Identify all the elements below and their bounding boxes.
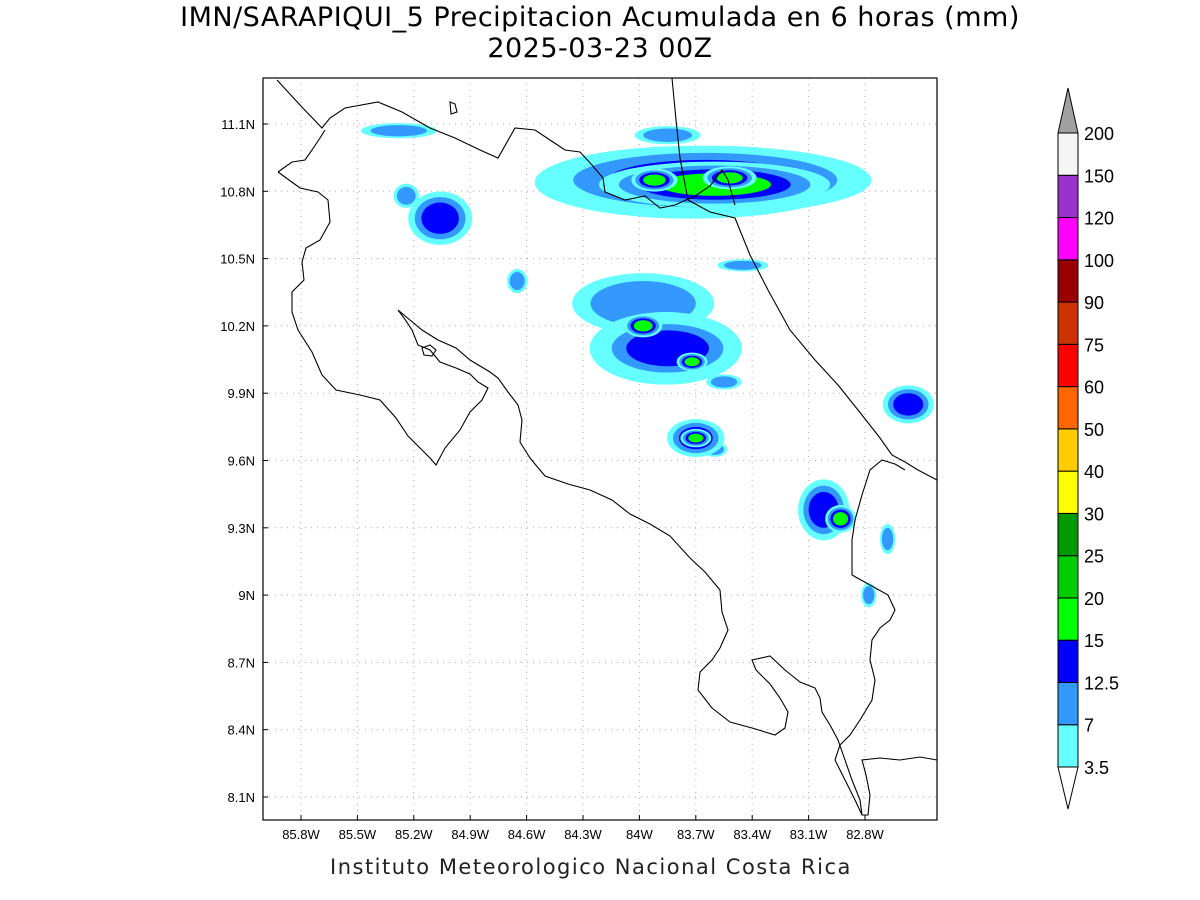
precip-cell — [688, 433, 704, 443]
coastline-and-borders — [276, 78, 937, 816]
colorbar-label: 90 — [1084, 293, 1104, 313]
precip-cell — [643, 174, 666, 186]
latitude-axis: 11.1N 10.8N 10.5N 10.2N 9.9N 9.6N 9.3N 9N 8.7N 8.… — [220, 117, 268, 805]
map-frame — [262, 77, 938, 821]
precip-cell — [684, 357, 700, 367]
panama-border — [851, 459, 906, 575]
colorbar-label: 3.5 — [1084, 758, 1109, 778]
longitude-axis: 85.8W 85.5W 85.2W 84.9W 84.6W 84.3W 84W 83.7W 83… — [282, 815, 885, 842]
lat-tick-label: 8.7N — [228, 655, 255, 670]
colorbar-over-arrow — [1057, 87, 1079, 134]
colorbar-label: 40 — [1084, 462, 1104, 482]
colorbar-label: 60 — [1084, 378, 1104, 398]
colorbar-swatch — [1057, 259, 1079, 303]
lat-tick-label: 10.8N — [220, 184, 255, 199]
lon-tick-label: 82.8W — [846, 827, 884, 842]
lat-tick-label: 10.5N — [220, 252, 255, 267]
colorbar-swatch — [1057, 639, 1079, 683]
colorbar-label: 15 — [1084, 631, 1104, 651]
nicaragua-border — [276, 79, 736, 209]
lat-tick-label: 8.4N — [228, 723, 255, 738]
colorbar-swatch — [1057, 597, 1079, 641]
lon-tick-label: 85.5W — [339, 827, 377, 842]
colorbar-label: 50 — [1084, 420, 1104, 440]
colorbar-label: 75 — [1084, 335, 1104, 355]
precip-cell — [833, 512, 849, 526]
lat-tick-label: 11.1N — [221, 117, 255, 132]
colorbar-label: 7 — [1084, 716, 1094, 736]
precipitation-field — [360, 123, 934, 608]
lat-tick-label: 9.6N — [228, 454, 255, 469]
precip-cell — [421, 202, 459, 234]
colorbar-under-arrow — [1057, 766, 1079, 810]
caribbean-coast — [671, 78, 937, 481]
precip-cell — [396, 186, 416, 205]
lon-tick-label: 83.1W — [790, 827, 828, 842]
lon-tick-label: 84.3W — [564, 827, 602, 842]
colorbar-swatch — [1057, 343, 1079, 388]
lon-tick-label: 85.2W — [395, 827, 433, 842]
colorbar-swatch — [1057, 301, 1079, 345]
colorbar-label: 20 — [1084, 589, 1104, 609]
colorbar-label: 150 — [1084, 166, 1114, 186]
pacific-coast-nicaragua — [277, 129, 326, 173]
colorbar-swatch — [1057, 174, 1079, 219]
lat-tick-label: 9N — [238, 588, 255, 603]
colorbar-swatch — [1057, 217, 1079, 261]
precip-cell — [881, 527, 894, 551]
colorbar-swatch — [1057, 386, 1079, 430]
precip-cell — [643, 128, 693, 142]
map-title: IMN/SARAPIQUI_5 Precipitacion Acumulada … — [180, 2, 1020, 33]
colorbar-label: 12.5 — [1084, 673, 1119, 693]
colorbar-swatch — [1057, 470, 1079, 514]
precip-cell — [893, 393, 924, 416]
lon-tick-label: 84.9W — [451, 827, 489, 842]
colorbar-label: 25 — [1084, 547, 1104, 567]
precip-cell — [710, 376, 738, 388]
colorbar-swatch — [1057, 555, 1079, 599]
colorbar-label: 200 — [1084, 124, 1114, 144]
lon-tick-label: 84.6W — [508, 827, 546, 842]
lon-tick-label: 84W — [626, 827, 653, 842]
lake-outline — [449, 101, 458, 115]
panama-coast — [834, 574, 937, 816]
map-datetime: 2025-03-23 00Z — [487, 33, 713, 64]
precip-cell — [716, 172, 743, 184]
lat-tick-label: 8.1N — [228, 790, 255, 805]
colorbar-swatch — [1057, 512, 1079, 557]
lat-tick-label: 10.2N — [220, 319, 255, 334]
institution-credit: Instituto Meteorologico Nacional Costa R… — [330, 855, 852, 879]
colorbar-swatch — [1057, 681, 1079, 726]
colorbar-swatch — [1057, 428, 1079, 472]
lon-tick-label: 83.4W — [733, 827, 771, 842]
colorbar-label: 120 — [1084, 209, 1114, 229]
lon-tick-label: 83.7W — [677, 827, 715, 842]
lon-tick-label: 85.8W — [282, 827, 320, 842]
precip-cell — [863, 586, 875, 605]
lat-tick-label: 9.9N — [228, 386, 255, 401]
precip-cell — [509, 272, 525, 291]
precip-cell — [370, 125, 427, 137]
lat-tick-label: 9.3N — [228, 521, 255, 536]
colorbar-swatch — [1057, 132, 1079, 176]
precip-cell — [633, 320, 653, 332]
colorbar: 3.5 7 12.5 15 20 25 30 40 50 60 75 90 100 120 150 200 — [1057, 87, 1119, 810]
colorbar-label: 100 — [1084, 251, 1114, 271]
precip-cell — [724, 260, 762, 270]
pacific-coast-costa-rica — [277, 171, 863, 816]
colorbar-label: 30 — [1084, 504, 1104, 524]
colorbar-swatch — [1057, 724, 1079, 768]
island — [421, 344, 437, 357]
